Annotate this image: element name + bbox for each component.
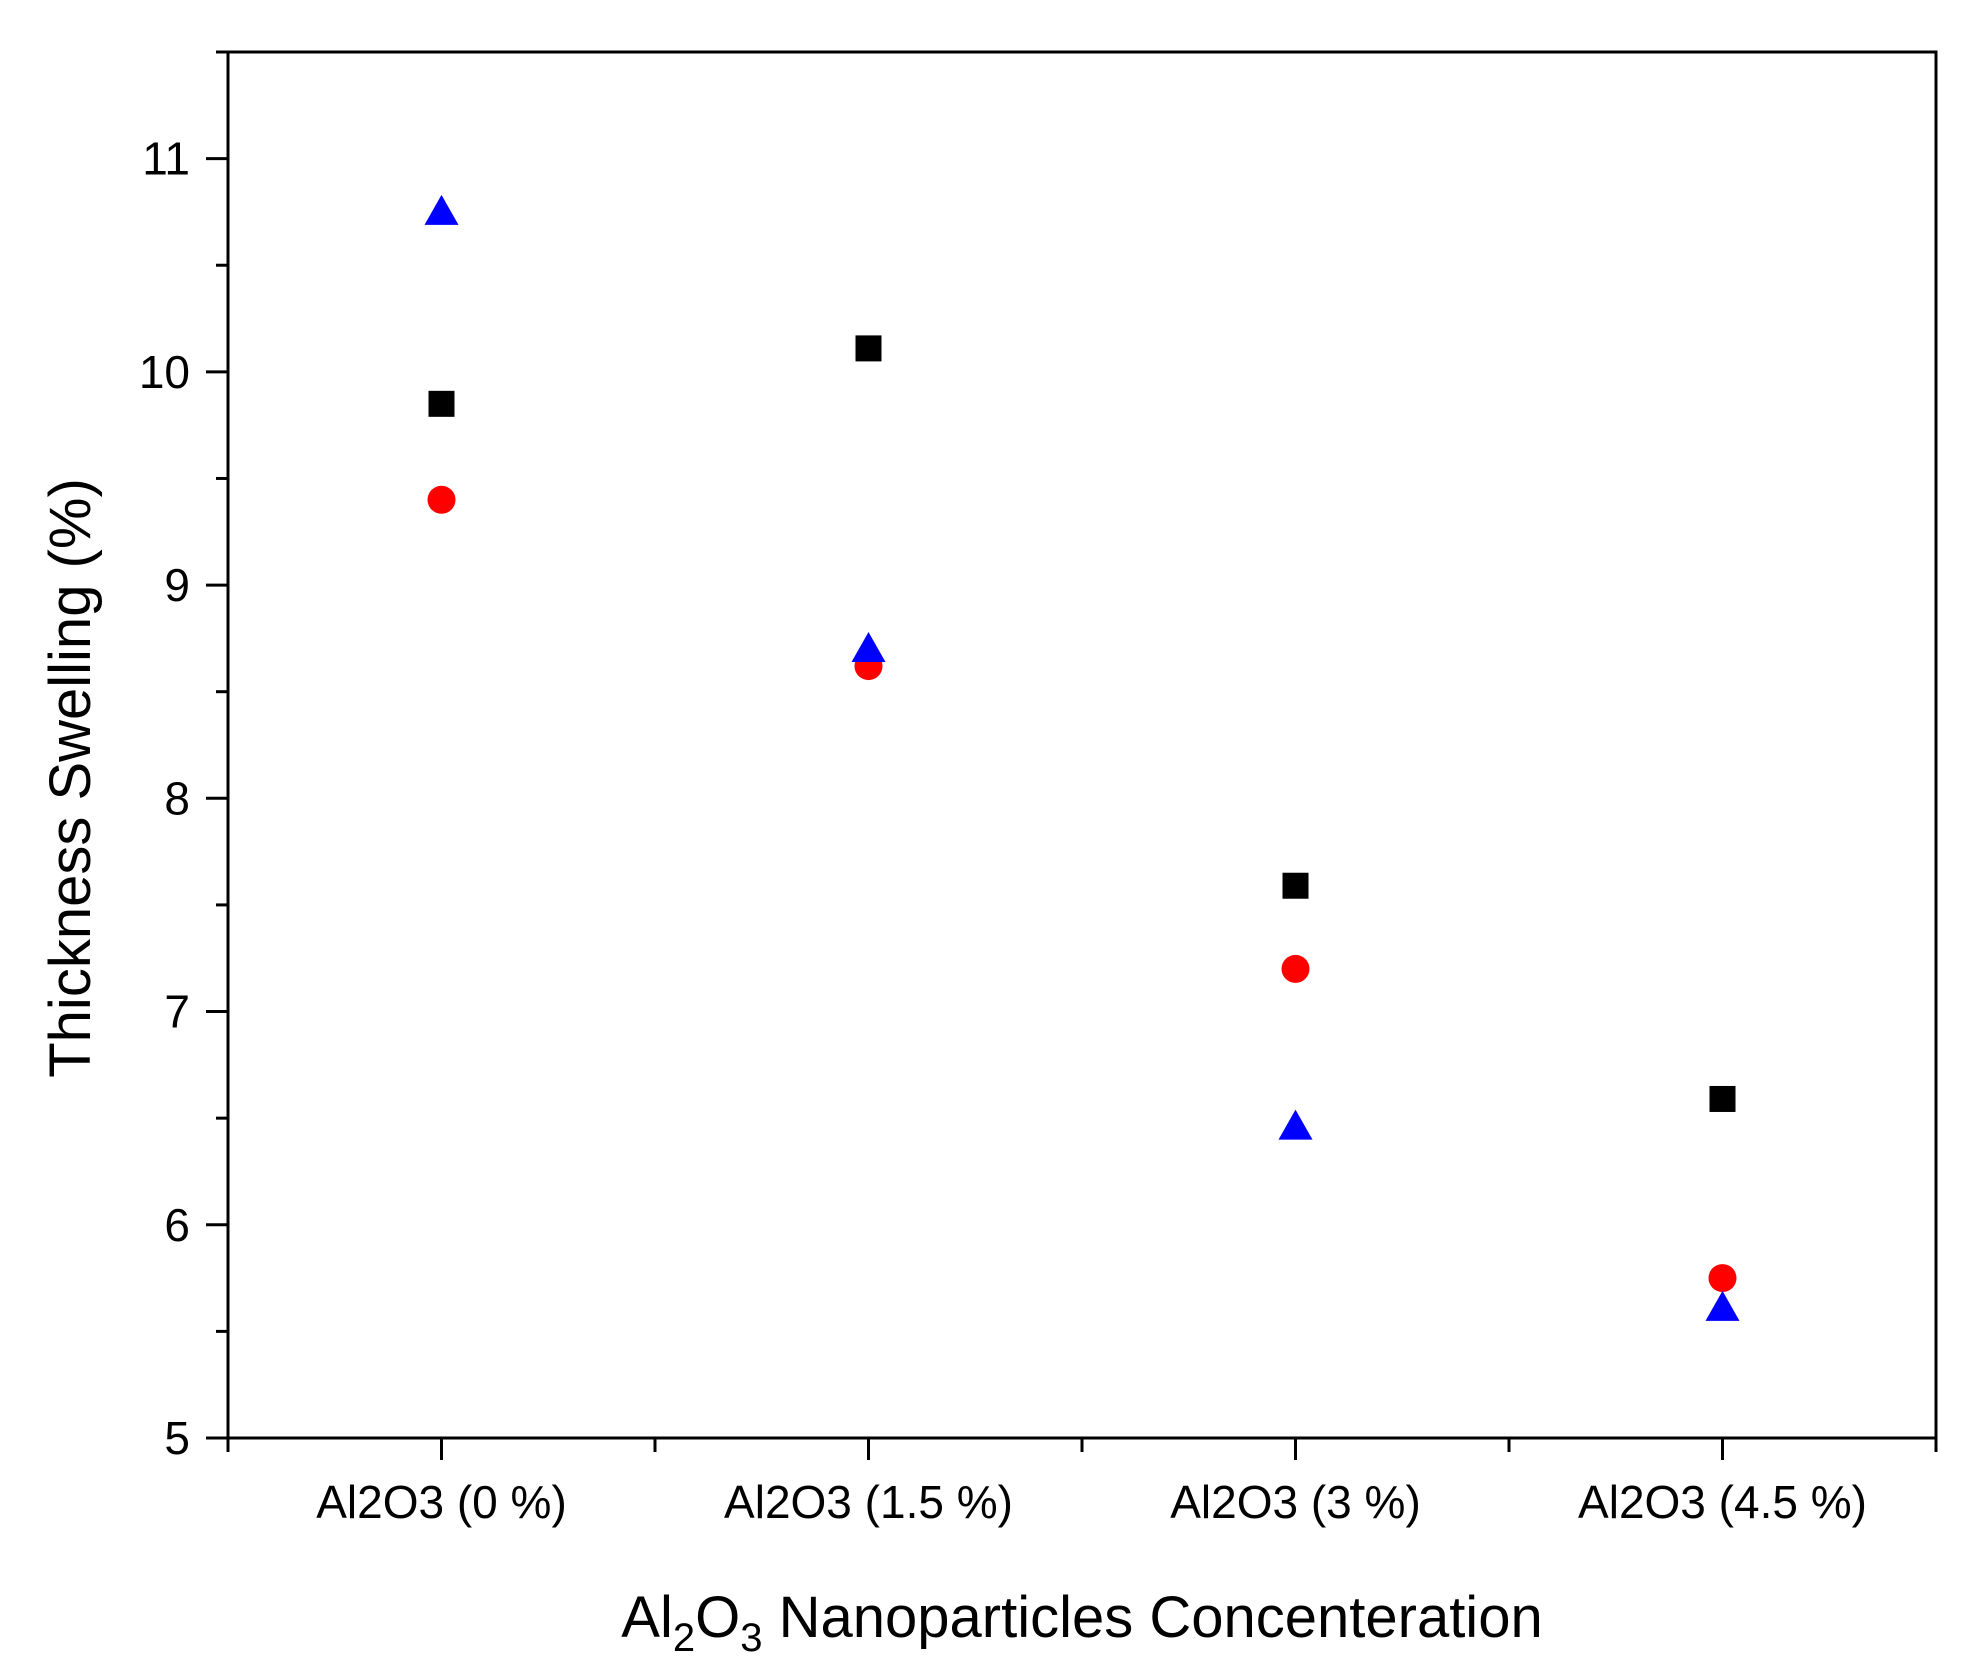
- x-tick-label: Al2O3 (3 %): [1170, 1476, 1421, 1528]
- plot-frame: [226, 50, 1938, 1440]
- y-axis-title: Thickness Swelling (%): [38, 478, 103, 1078]
- x-axis-title-al: Al: [621, 1585, 673, 1650]
- series-triangle-point: [851, 632, 886, 663]
- x-tick-label: Al2O3 (4.5 %): [1578, 1476, 1867, 1528]
- series-square-point: [1709, 1085, 1736, 1112]
- x-axis-title-rest: Nanoparticles Concenteration: [762, 1585, 1542, 1650]
- series-circle-point: [1281, 954, 1310, 983]
- y-tick-label: 10: [139, 346, 190, 398]
- series-square-point: [855, 335, 882, 362]
- data-markers: [424, 194, 1740, 1321]
- y-tick-label: 11: [142, 133, 190, 185]
- series-triangle-point: [1705, 1290, 1740, 1321]
- x-axis-title-sub2: 2: [673, 1616, 695, 1660]
- x-axis-ticks: Al2O3 (0 %) Al2O3 (1.5 %) Al2O3 (3 %) Al2O3…: [226, 1438, 1938, 1528]
- x-axis-title: Al2O3 Nanoparticles Concenteration: [621, 1585, 1542, 1660]
- y-axis-ticks: 5 6 7 8 9 10 11: [139, 50, 228, 1464]
- series-triangle-point: [424, 194, 459, 225]
- x-axis-title-o: O: [695, 1585, 740, 1650]
- series-square-point: [1282, 872, 1309, 899]
- series-triangle-point: [1278, 1109, 1313, 1140]
- y-tick-label: 7: [164, 986, 190, 1038]
- x-tick-label: Al2O3 (0 %): [316, 1476, 567, 1528]
- x-tick-label: Al2O3 (1.5 %): [724, 1476, 1013, 1528]
- y-tick-label: 9: [164, 559, 190, 611]
- x-axis-title-sub3: 3: [740, 1616, 762, 1660]
- y-tick-label: 5: [164, 1412, 190, 1464]
- series-circle-point: [427, 485, 456, 514]
- y-tick-label: 8: [164, 772, 190, 824]
- y-tick-label: 6: [164, 1199, 190, 1251]
- series-circle-point: [1708, 1264, 1737, 1293]
- series-square-point: [428, 390, 455, 417]
